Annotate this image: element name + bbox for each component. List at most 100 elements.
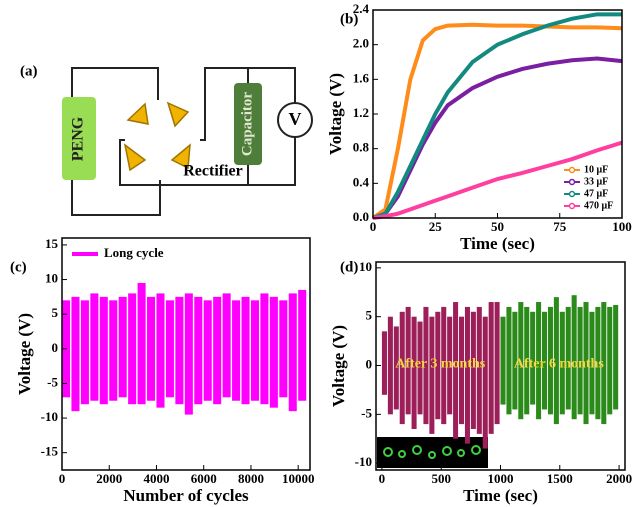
- y-tick-label: 5: [366, 308, 373, 323]
- signal-span: [109, 300, 118, 401]
- signal-span: [288, 293, 297, 412]
- y-tick-label: 0: [52, 340, 59, 355]
- signal-span: [298, 289, 307, 401]
- y-axis-label: Voltage (V): [326, 73, 345, 155]
- signal-span: [583, 302, 589, 425]
- signal-span: [435, 311, 441, 420]
- x-tick-label: 2000: [606, 471, 632, 486]
- signal-span: [518, 302, 524, 420]
- capacitor-box: [234, 83, 262, 165]
- signal-span: [269, 296, 278, 408]
- signal-span: [241, 296, 250, 405]
- y-tick-label: 5: [52, 305, 59, 320]
- x-tick-label: 25: [429, 219, 443, 234]
- data-line: [372, 12, 622, 220]
- signal-span: [213, 296, 222, 405]
- inset-photo: [377, 437, 488, 468]
- y-tick-label: -5: [47, 374, 58, 389]
- y-tick-label: 10: [45, 271, 58, 286]
- signal-span: [464, 306, 470, 444]
- signal-span: [577, 306, 583, 415]
- legend-marker: [568, 202, 576, 210]
- signal-span: [128, 293, 137, 405]
- y-tick-label: 15: [45, 236, 59, 251]
- signal-span: [250, 300, 259, 401]
- x-tick-label: 8000: [238, 471, 264, 486]
- signal-span: [453, 302, 459, 439]
- signal-span: [90, 293, 99, 401]
- signal-span: [411, 316, 417, 429]
- signal-span: [488, 302, 494, 434]
- signal-span: [459, 316, 465, 425]
- x-axis-label: Number of cycles: [123, 486, 249, 505]
- legend-label: 33 μF: [584, 176, 608, 187]
- signal-span: [494, 302, 500, 425]
- data-line: [372, 140, 623, 220]
- signal-span: [71, 296, 80, 412]
- capacitor-label: Capacitor: [239, 92, 255, 156]
- circuit: [62, 67, 313, 216]
- x-axis-label: Time (sec): [463, 486, 538, 505]
- x-tick-label: 6000: [191, 471, 217, 486]
- signal-span: [441, 306, 447, 425]
- x-tick-label: 100: [612, 219, 632, 234]
- x-tick-label: 10000: [282, 471, 315, 486]
- x-tick-label: 500: [431, 471, 451, 486]
- signal-span: [222, 293, 231, 398]
- data-line: [371, 22, 623, 220]
- series-annotation: After 3 months: [395, 357, 486, 372]
- x-tick-label: 75: [553, 219, 567, 234]
- y-tick-label: -10: [355, 454, 372, 469]
- signal-span: [165, 300, 174, 398]
- legend-marker: [568, 190, 576, 198]
- voltmeter: [277, 102, 313, 138]
- x-tick-label: 2000: [96, 471, 122, 486]
- x-tick-label: 0: [370, 219, 377, 234]
- y-tick-label: 2.4: [353, 1, 370, 16]
- meter-label: V: [289, 109, 302, 129]
- signal-span: [601, 302, 607, 425]
- legend-label: Long cycle: [104, 245, 164, 260]
- signal-span: [260, 293, 269, 405]
- signal-span: [194, 296, 203, 405]
- signal-span: [500, 316, 506, 405]
- signal-span: [175, 296, 184, 405]
- signal-span: [147, 296, 156, 401]
- series-annotation: After 6 months: [514, 357, 605, 372]
- x-tick-label: 0: [379, 471, 386, 486]
- signal-span: [203, 300, 212, 401]
- panel-label: (c): [10, 259, 27, 275]
- signal-span: [156, 293, 165, 408]
- signal-span: [447, 316, 453, 415]
- signal-span: [559, 311, 565, 415]
- signal-span: [512, 311, 518, 410]
- signal-span: [184, 293, 193, 415]
- signal-span: [381, 331, 387, 395]
- signal-span: [399, 311, 405, 425]
- wire: [119, 67, 296, 186]
- y-tick-label: 0: [366, 356, 373, 371]
- signal-span: [232, 300, 241, 401]
- signal-span: [387, 316, 393, 415]
- signal-span: [80, 300, 89, 405]
- signal-span: [137, 283, 146, 405]
- diodes: [123, 101, 191, 172]
- plot-frame: [61, 237, 311, 471]
- signal-span: [536, 302, 542, 420]
- signal-span: [423, 306, 429, 425]
- signal-span: [589, 311, 595, 415]
- panel-label: (a): [20, 63, 38, 79]
- x-tick-label: 0: [59, 471, 66, 486]
- y-tick-label: -15: [41, 444, 59, 459]
- signal-span: [118, 296, 127, 398]
- y-tick-label: 1.6: [353, 70, 370, 85]
- signal-span: [553, 297, 559, 425]
- y-axis-label: Voltage (V): [15, 313, 34, 395]
- y-tick-label: 0.0: [353, 209, 369, 224]
- signal-span: [607, 306, 613, 415]
- panel-label: (d): [340, 259, 358, 275]
- signal-span: [547, 306, 553, 415]
- signal-span: [613, 304, 619, 410]
- y-tick-label: -10: [41, 409, 58, 424]
